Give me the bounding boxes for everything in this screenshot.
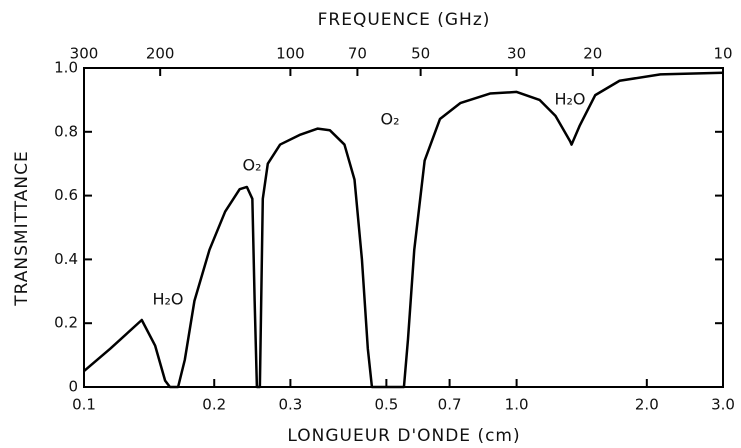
y-tick-label: 0.8 bbox=[54, 122, 78, 140]
x-tick-label: 0.3 bbox=[278, 396, 302, 414]
x2-tick-label: 30 bbox=[507, 45, 526, 63]
x2-tick-label: 200 bbox=[146, 45, 175, 63]
y-tick-label: 0.4 bbox=[54, 250, 78, 268]
x2-tick-label: 70 bbox=[348, 45, 367, 63]
top-axis-title: FREQUENCE (GHz) bbox=[318, 10, 491, 30]
y-tick-label: 0.2 bbox=[54, 314, 78, 332]
annotation: H₂O bbox=[152, 290, 183, 309]
y-tick-label: 0 bbox=[68, 378, 78, 396]
x2-tick-label: 300 bbox=[70, 45, 99, 63]
x2-tick-label: 100 bbox=[276, 45, 305, 63]
x-tick-label: 0.1 bbox=[72, 396, 96, 414]
y-axis-title: TRANSMITTANCE bbox=[12, 150, 32, 306]
x-tick-label: 0.5 bbox=[374, 396, 398, 414]
plot-frame bbox=[83, 67, 724, 388]
annotation: H₂O bbox=[554, 90, 585, 109]
x2-tick-label: 10 bbox=[713, 45, 732, 63]
y-tick-label: 0.6 bbox=[54, 186, 78, 204]
x-axis-title: LONGUEUR D'ONDE (cm) bbox=[287, 426, 520, 446]
x2-tick-label: 50 bbox=[411, 45, 430, 63]
annotation: O₂ bbox=[242, 156, 261, 175]
x-tick-label: 3.0 bbox=[711, 396, 735, 414]
x2-tick-label: 20 bbox=[583, 45, 602, 63]
transmittance-line bbox=[83, 71, 724, 389]
annotation: O₂ bbox=[380, 110, 399, 129]
x-tick-label: 0.7 bbox=[438, 396, 462, 414]
x-tick-label: 1.0 bbox=[505, 396, 529, 414]
x-tick-label: 0.2 bbox=[202, 396, 226, 414]
x-tick-label: 2.0 bbox=[635, 396, 659, 414]
y-tick-label: 1.0 bbox=[54, 59, 78, 77]
